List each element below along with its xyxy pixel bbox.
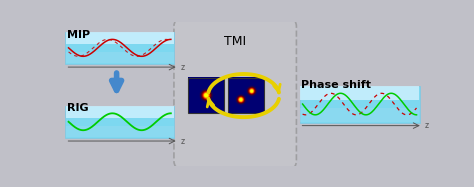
FancyBboxPatch shape [66, 52, 173, 63]
FancyBboxPatch shape [65, 32, 174, 64]
Text: Phase shift: Phase shift [301, 80, 371, 90]
FancyBboxPatch shape [300, 108, 419, 122]
FancyBboxPatch shape [56, 19, 430, 169]
Text: z: z [180, 137, 184, 145]
FancyBboxPatch shape [66, 32, 173, 44]
FancyBboxPatch shape [65, 106, 174, 138]
Text: z: z [424, 121, 428, 130]
Text: z: z [180, 63, 184, 72]
FancyBboxPatch shape [66, 126, 173, 137]
Text: MIP: MIP [67, 30, 90, 40]
Text: TMI: TMI [224, 35, 246, 48]
FancyBboxPatch shape [66, 106, 173, 118]
FancyBboxPatch shape [300, 86, 419, 122]
Text: RIG: RIG [67, 102, 89, 113]
FancyBboxPatch shape [300, 86, 419, 100]
FancyBboxPatch shape [174, 19, 296, 169]
